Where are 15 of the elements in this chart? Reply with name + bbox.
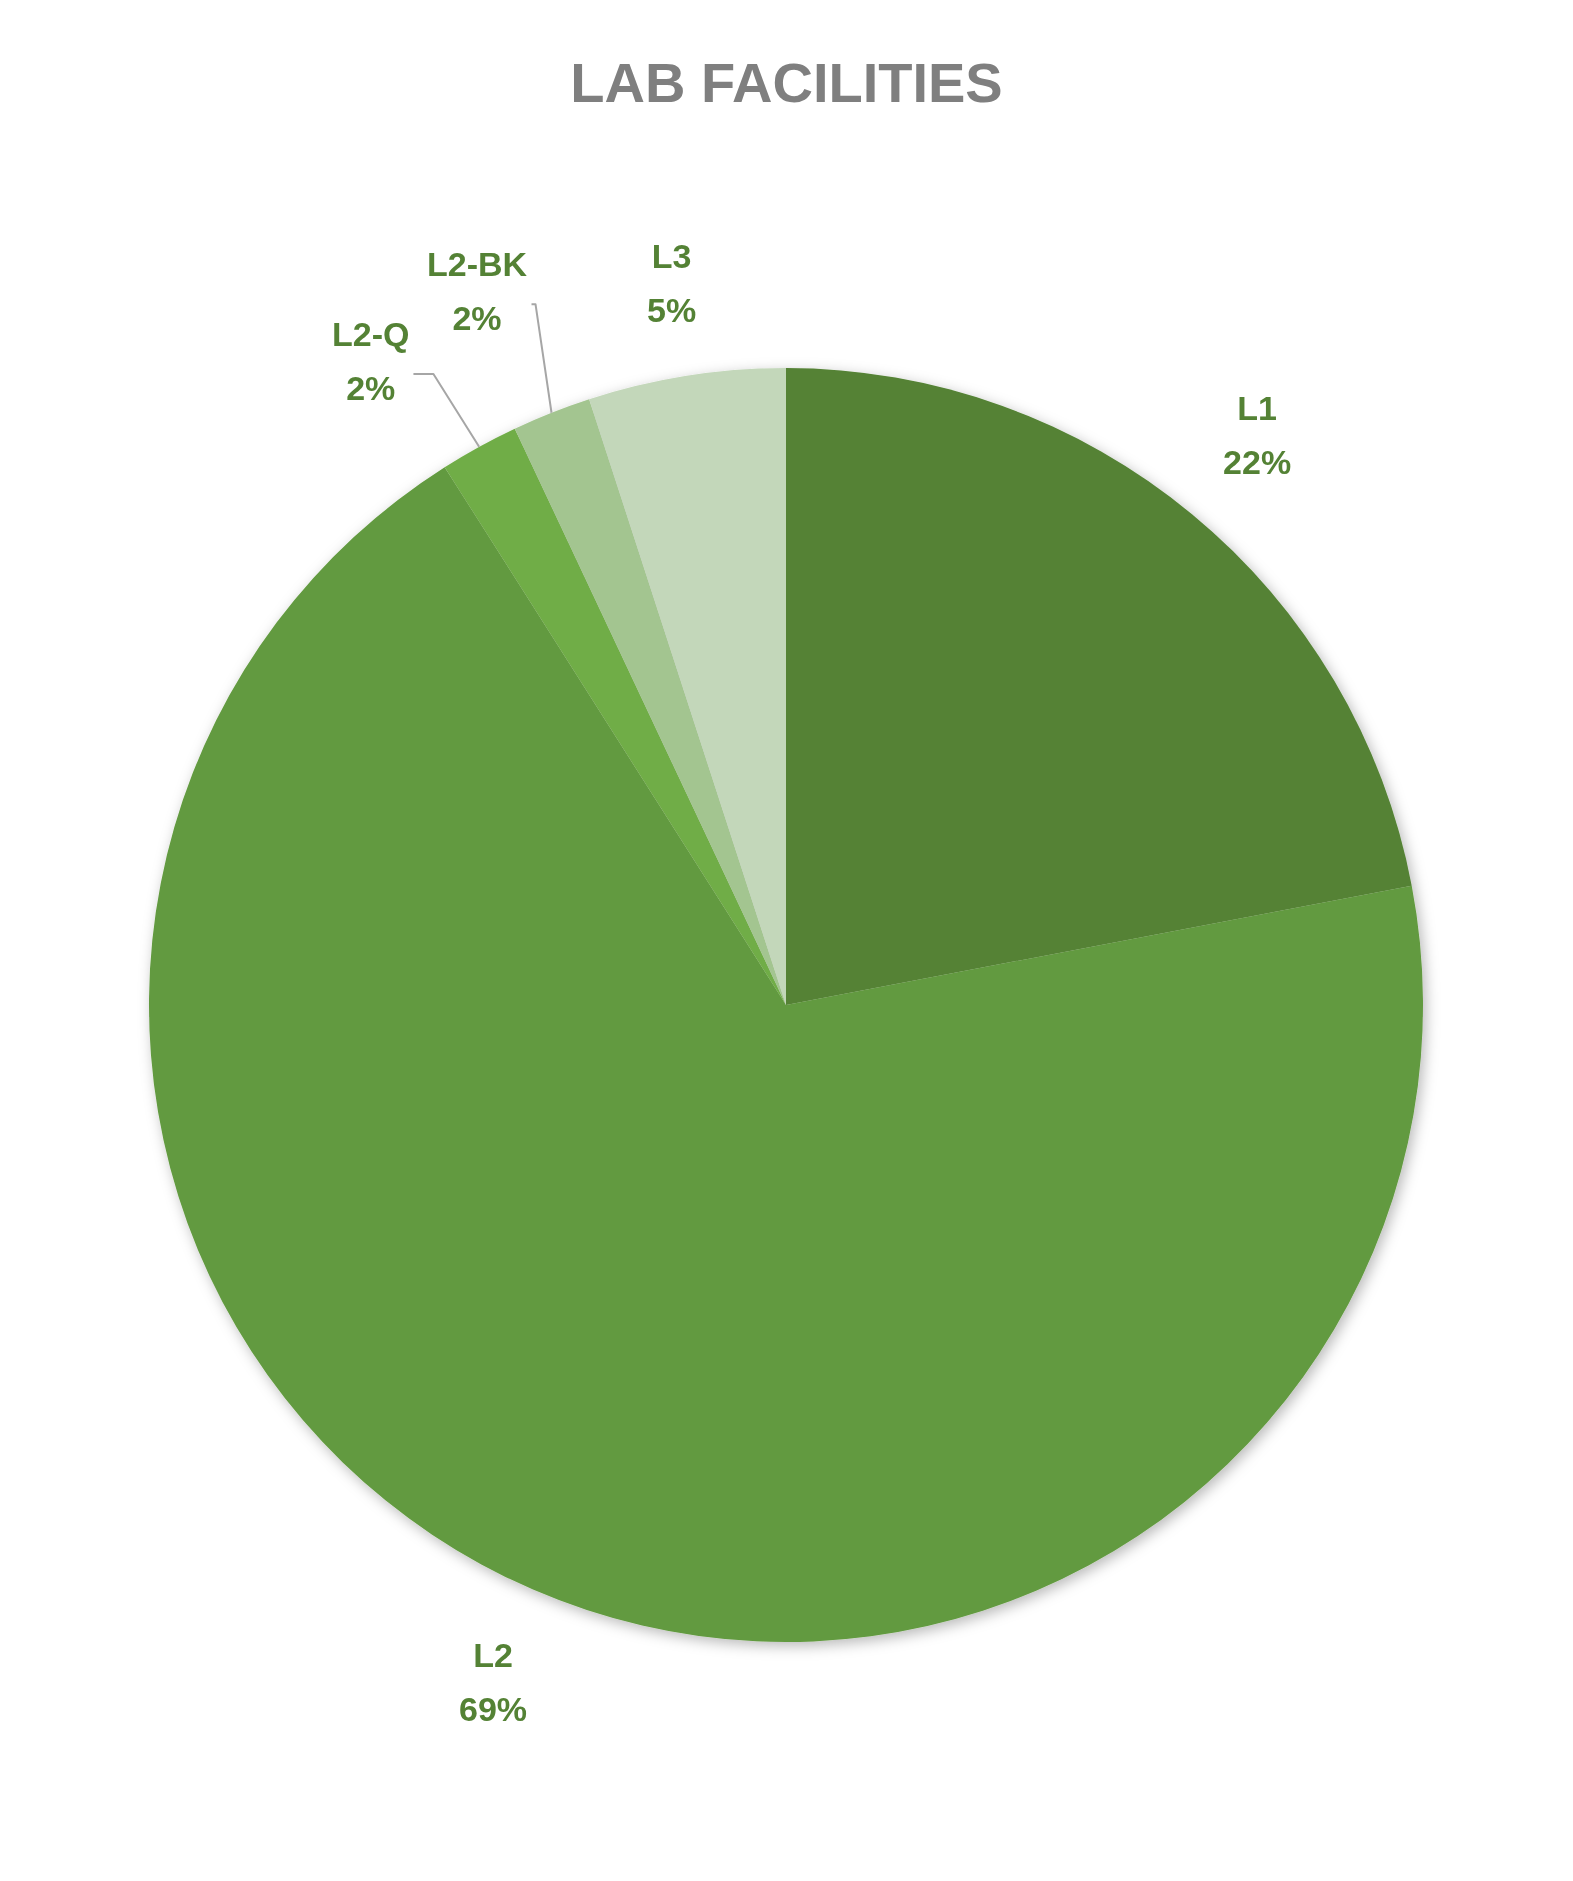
pie-slice [514,399,786,1005]
slice-label: L3 [651,236,692,275]
pie-slice [786,368,1412,1005]
data-label: 2% [346,368,396,407]
data-label: 2% [452,298,502,337]
data-label: 22% [1223,443,1292,482]
slice-label: L2 [473,1636,513,1675]
slice-label: L1 [1237,389,1277,428]
chart-title: LAB FACILITIES [570,50,1003,114]
pie-slice [589,368,786,1005]
pie-slice [444,428,786,1005]
slice-label: L2-Q [331,314,410,353]
slice-label: L2-BK [426,244,528,283]
data-label: 69% [458,1690,528,1729]
data-label: 5% [647,290,697,329]
